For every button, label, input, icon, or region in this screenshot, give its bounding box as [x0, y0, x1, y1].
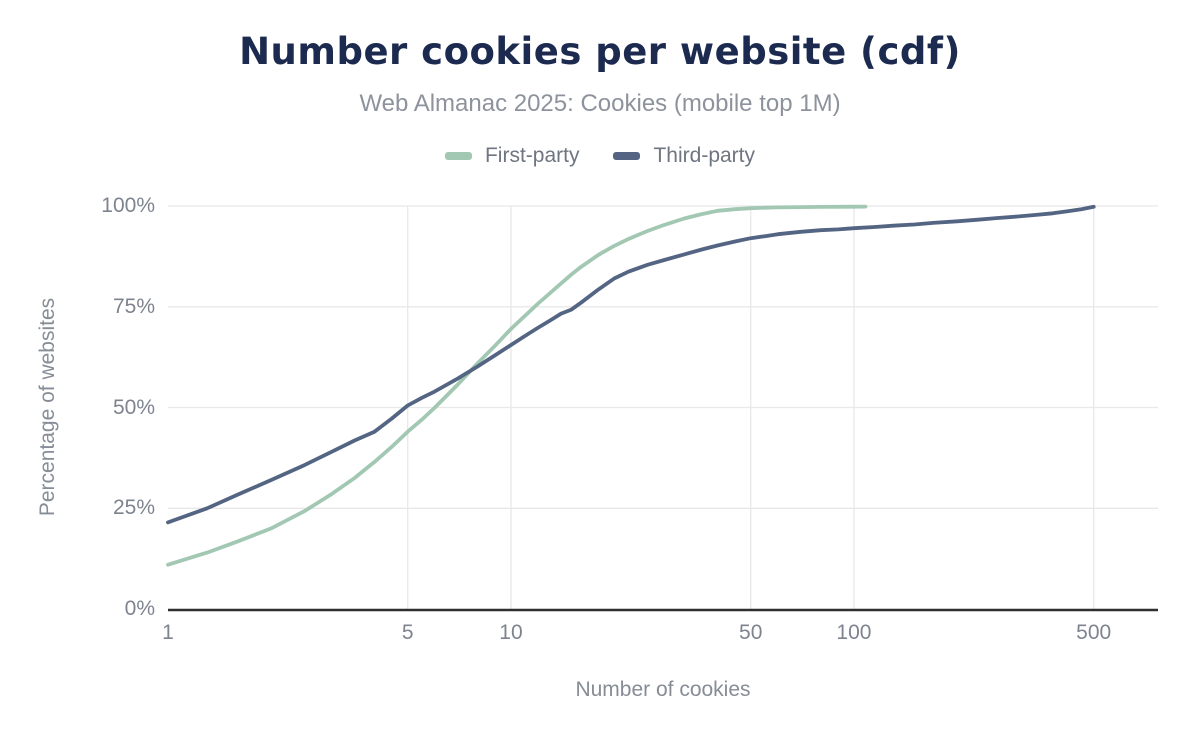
third-party-swatch-icon [613, 152, 641, 160]
x-tick-label: 1 [162, 621, 174, 644]
x-axis-title: Number of cookies [575, 678, 751, 701]
x-tick-label: 5 [401, 621, 414, 644]
y-tick-label: 0% [124, 597, 155, 620]
y-tick-label: 75% [112, 294, 155, 318]
legend-label-third-party: Third-party [653, 144, 756, 167]
legend-item-first-party: First-party [444, 144, 580, 168]
chart-title: Number cookies per website (cdf) [239, 30, 961, 73]
y-tick-label: 100% [101, 194, 155, 217]
first-party-line [166, 204, 868, 567]
legend-label-first-party: First-party [484, 144, 580, 167]
legend: First-party Third-party [0, 144, 1200, 168]
x-tick-label: 10 [499, 621, 523, 644]
legend-item-third-party: Third-party [613, 144, 755, 168]
chart-subtitle: Web Almanac 2025: Cookies (mobile top 1M… [359, 90, 841, 117]
x-tick-label: 100 [836, 621, 872, 644]
third-party-line [166, 204, 1096, 525]
first-party-swatch-icon [444, 152, 472, 160]
x-tick-label: 500 [1076, 621, 1112, 644]
y-tick-label: 50% [112, 395, 155, 419]
y-tick-label: 25% [112, 496, 155, 520]
x-tick-label: 50 [739, 621, 763, 644]
